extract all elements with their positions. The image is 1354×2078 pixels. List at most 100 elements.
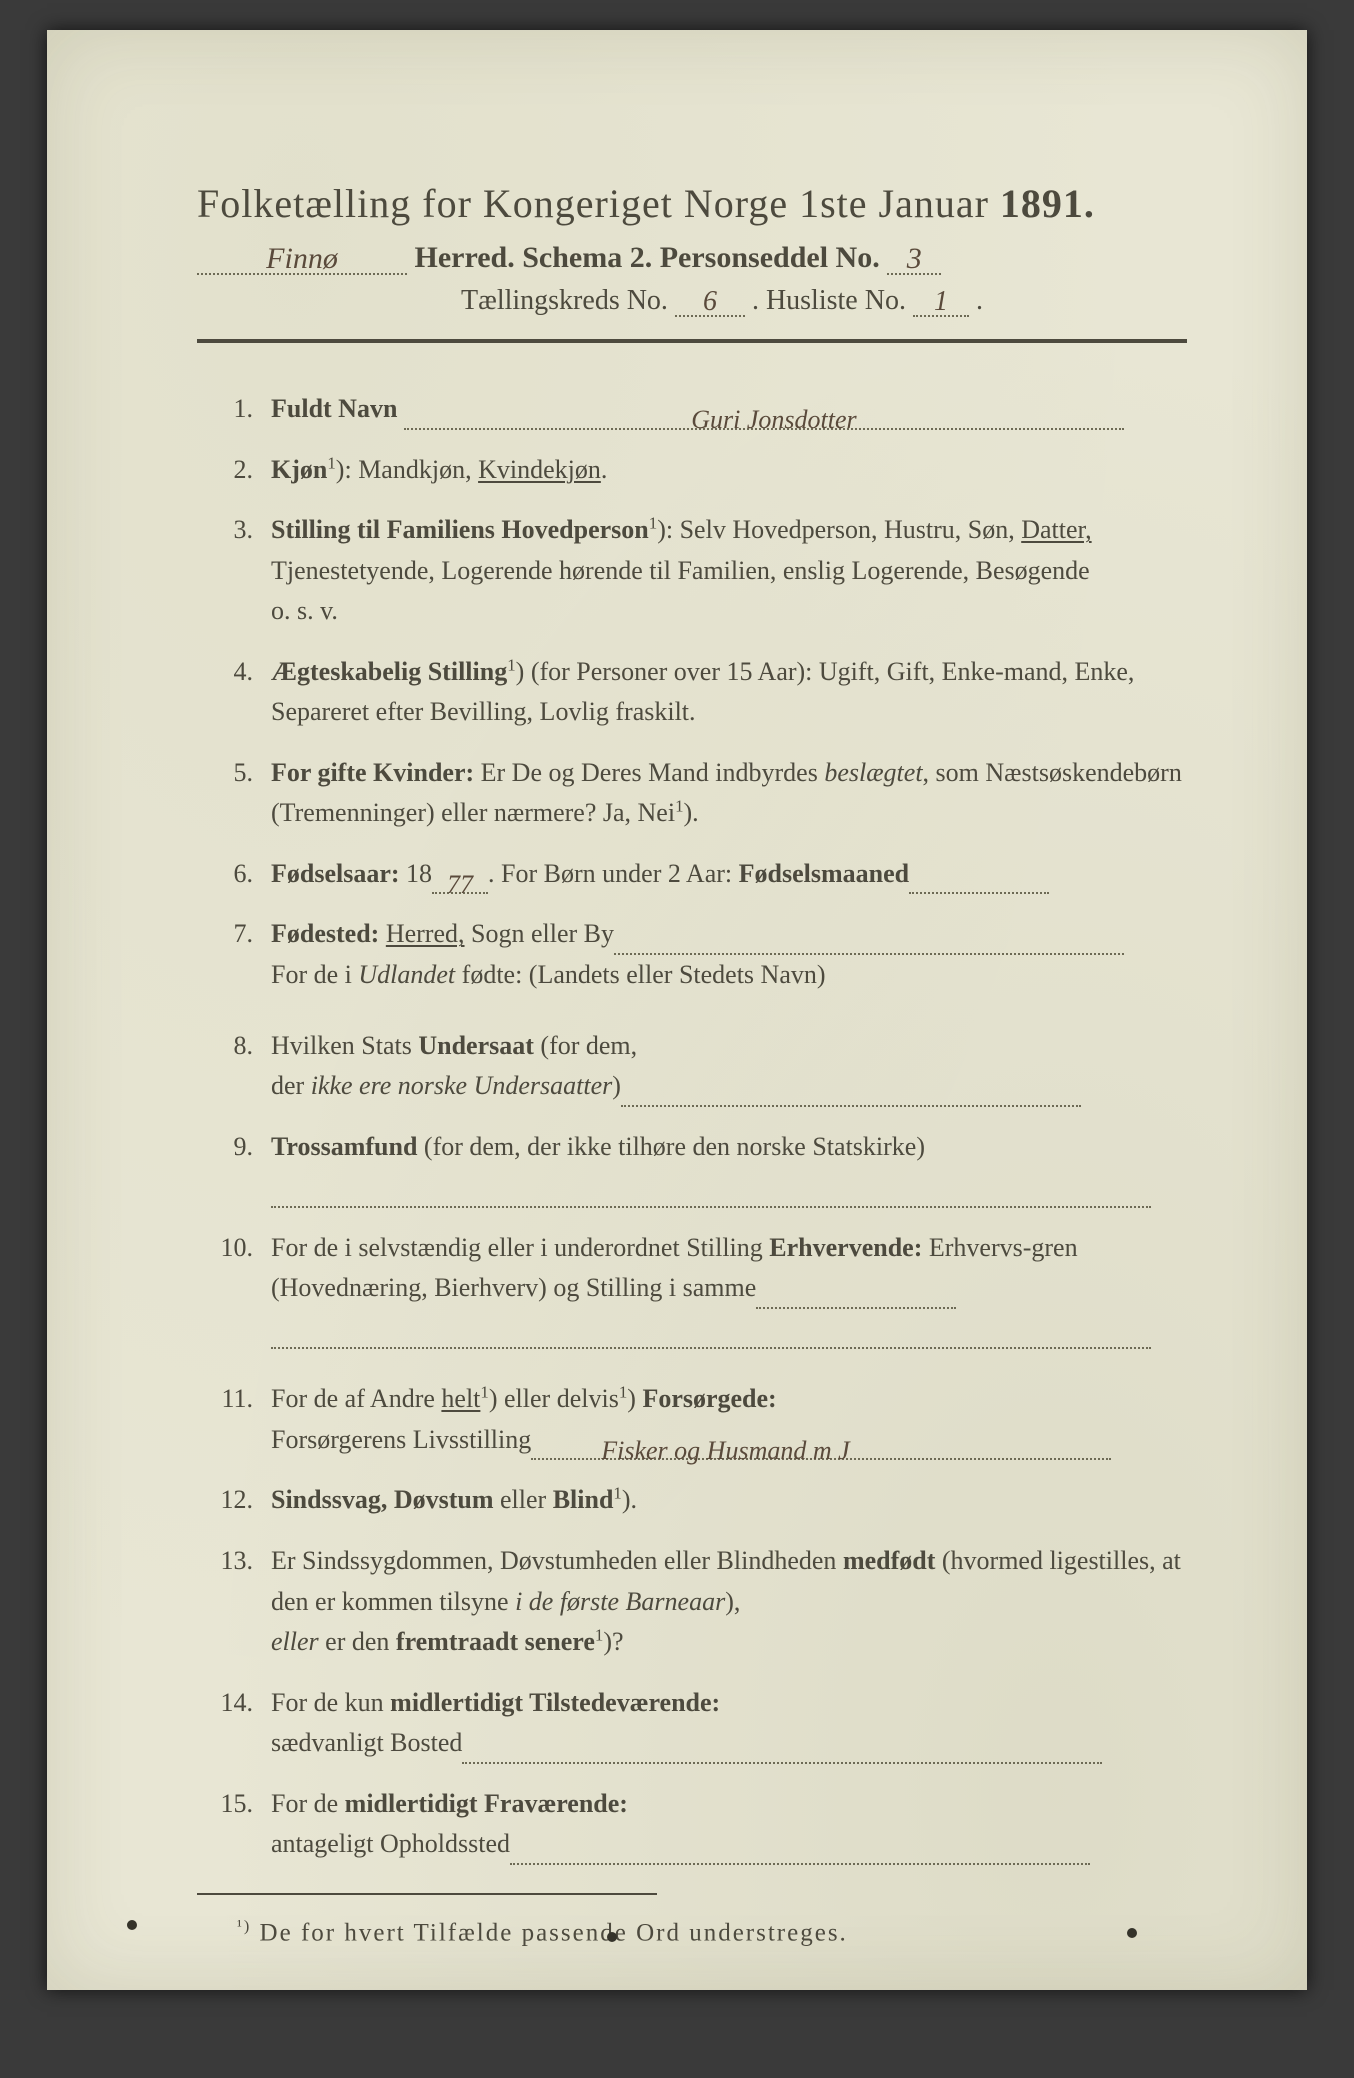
field-label: Ægteskabelig Stilling (271, 657, 507, 686)
birthplace-line (614, 926, 1124, 955)
field-num: 6. (197, 854, 271, 895)
erhverv-line1 (756, 1280, 956, 1309)
field-10: 10. For de i selvstændig eller i underor… (197, 1228, 1187, 1350)
selected-herred: Herred, (386, 919, 465, 948)
line3-end: . (976, 285, 983, 316)
field-num: 3. (197, 510, 271, 551)
selected-kvindekjon: Kvindekjøn (478, 455, 601, 484)
field-num: 4. (197, 652, 271, 693)
field-restb: . For Børn under 2 Aar: (488, 859, 739, 888)
opholdssted-line (510, 1836, 1090, 1865)
field-rest: (for dem, der ikke tilhøre den norske St… (417, 1132, 925, 1161)
field-rest: For de af Andre (271, 1384, 441, 1413)
field-restb: (for dem, (534, 1031, 637, 1060)
field-label: midlertidigt Tilstedeværende: (390, 1688, 720, 1717)
footnote-rule (197, 1893, 657, 1895)
field-rest: For de i selvstændig eller i underordnet… (271, 1233, 769, 1262)
footnote-ref: 1 (649, 513, 657, 532)
line2a: For de i (271, 960, 358, 989)
content-area: Folketælling for Kongeriget Norge 1ste J… (47, 30, 1307, 1990)
footnote-ref: 1 (507, 655, 515, 674)
field-body: Fødested: Herred, Sogn eller By For de i… (271, 914, 1187, 995)
field-13: 13. Er Sindssygdommen, Døvstumheden elle… (197, 1541, 1187, 1663)
field-num: 10. (197, 1228, 271, 1269)
field-num: 8. (197, 1026, 271, 1067)
italic-ikke-norske: ikke ere norske Undersaatter (311, 1071, 613, 1100)
field-body: For de i selvstændig eller i underordnet… (271, 1228, 1187, 1350)
name-handwritten: Guri Jonsdotter (671, 405, 856, 434)
field-num: 2. (197, 450, 271, 491)
field-rest2: Tjenestetyende, Logerende hørende til Fa… (271, 556, 1090, 585)
field-6: 6. Fødselsaar: 1877. For Børn under 2 Aa… (197, 854, 1187, 895)
field-1-value-line: Guri Jonsdotter (404, 400, 1124, 429)
line3-pre: Tællingskreds No. (461, 285, 668, 316)
footnote: ¹) De for hvert Tilfælde passende Ord un… (197, 1917, 1187, 1947)
footnote-marker: ¹) (237, 1917, 251, 1935)
field-9: 9. Trossamfund (for dem, der ikke tilhør… (197, 1127, 1187, 1208)
field-num: 14. (197, 1683, 271, 1724)
field-label: Fødested: (271, 919, 379, 948)
field-rest: For de (271, 1789, 345, 1818)
field-rest: Er De og Deres Mand indbyrdes (474, 758, 824, 787)
footnote-ref: 1 (480, 1383, 488, 1402)
field-num: 7. (197, 914, 271, 955)
footnote-ref: 1 (619, 1383, 627, 1402)
field-label: medfødt (843, 1546, 935, 1575)
herred-handwritten: Finnø (197, 242, 407, 276)
field-rest2: ). (622, 1485, 637, 1514)
forsorger-handwritten: Fisker og Husmand m J (531, 1436, 849, 1465)
line2a: Forsørgerens Livsstilling (271, 1425, 531, 1454)
field-label: Sindssvag, Døvstum (271, 1485, 494, 1514)
herred-label: Herred. Schema 2. Personseddel No. (415, 241, 880, 274)
italic-udlandet: Udlandet (358, 960, 455, 989)
husliste-no: 1 (913, 286, 969, 317)
fields-list: 1. Fuldt Navn Guri Jonsdotter 2. Kjøn1):… (197, 389, 1187, 1865)
selected-datter: Datter, (1021, 515, 1091, 544)
birthmonth-line (909, 865, 1049, 894)
field-body: For de kun midlertidigt Tilstedeværende:… (271, 1683, 1187, 1764)
subtitle-line-2: Tællingskreds No. 6 . Husliste No. 1 . (197, 285, 1187, 317)
line2a: sædvanligt Bosted (271, 1728, 462, 1757)
field-body: Trossamfund (for dem, der ikke tilhøre d… (271, 1127, 1187, 1208)
subtitle-line-1: Finnø Herred. Schema 2. Personseddel No.… (197, 241, 1187, 275)
field-15: 15. For de midlertidigt Fraværende: anta… (197, 1784, 1187, 1865)
document-page: Folketælling for Kongeriget Norge 1ste J… (47, 30, 1307, 1990)
field-label: For gifte Kvinder: (271, 758, 474, 787)
erhverv-line2 (271, 1320, 1151, 1349)
line3-mid: . Husliste No. (752, 285, 906, 316)
field-body: Sindssvag, Døvstum eller Blind1). (271, 1480, 1187, 1521)
italic-eller: eller (271, 1627, 319, 1656)
field-14: 14. For de kun midlertidigt Tilstedevære… (197, 1683, 1187, 1764)
field-5: 5. For gifte Kvinder: Er De og Deres Man… (197, 753, 1187, 834)
field-rest: Hvilken Stats (271, 1031, 418, 1060)
field-4: 4. Ægteskabelig Stilling1) (for Personer… (197, 652, 1187, 733)
field-restb: ) eller delvis (489, 1384, 619, 1413)
field-body: Ægteskabelig Stilling1) (for Personer ov… (271, 652, 1187, 733)
field-num: 15. (197, 1784, 271, 1825)
line2b: er den (319, 1627, 396, 1656)
field-rest: Sogn eller By (465, 919, 615, 948)
field-body: Er Sindssygdommen, Døvstumheden eller Bl… (271, 1541, 1187, 1663)
field-rest: : Selv Hovedperson, Hustru, Søn, (666, 515, 1021, 544)
paper-speck (127, 1920, 137, 1930)
field-body: For de af Andre helt1) eller delvis1) Fo… (271, 1379, 1187, 1460)
field-rest: eller (494, 1485, 553, 1514)
italic-barneaar: i de første Barneaar (515, 1587, 725, 1616)
line2b: ) (612, 1071, 621, 1100)
field-rest: Er Sindssygdommen, Døvstumheden eller Bl… (271, 1546, 843, 1575)
footnote-ref: 1 (327, 453, 335, 472)
title-year: 1891. (1000, 181, 1095, 226)
line2a: antageligt Opholdssted (271, 1829, 510, 1858)
field-num: 11. (197, 1379, 271, 1420)
field-label: Fødselsaar: (271, 859, 400, 888)
line2b: fødte: (Landets eller Stedets Navn) (455, 960, 825, 989)
italic-beslaegtet: beslægtet (824, 758, 922, 787)
title-line: Folketælling for Kongeriget Norge 1ste J… (197, 180, 1187, 227)
field-body: Fødselsaar: 1877. For Børn under 2 Aar: … (271, 854, 1187, 895)
field-label: Undersaat (418, 1031, 534, 1060)
field-restc: ), (725, 1587, 740, 1616)
field-rest: : Mandkjøn, (344, 455, 478, 484)
field-3: 3. Stilling til Familiens Hovedperson1):… (197, 510, 1187, 632)
field-label: Kjøn (271, 455, 327, 484)
field-num: 12. (197, 1480, 271, 1521)
